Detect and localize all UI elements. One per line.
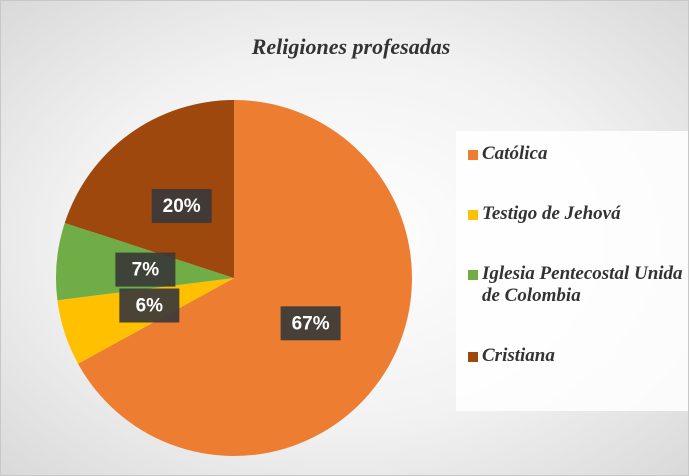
pie-slice	[78, 100, 413, 456]
data-label-box	[115, 252, 176, 287]
legend-item: Cristiana	[468, 345, 684, 367]
legend-label: Católica	[482, 143, 548, 164]
pie-slice	[64, 100, 234, 278]
legend-label: Iglesia Pentecostal Unida de Colombia	[482, 263, 683, 306]
legend-swatch	[468, 150, 478, 160]
legend-label: Cristiana	[482, 345, 555, 366]
legend-swatch	[468, 210, 478, 220]
data-label: 67%	[292, 313, 330, 334]
legend-swatch	[468, 270, 478, 280]
data-label-box	[119, 288, 180, 323]
legend: Católica Testigo de Jehová Iglesia Penteco…	[456, 131, 688, 411]
legend-item: Testigo de Jehová	[468, 203, 684, 225]
data-label: 7%	[132, 260, 160, 281]
legend-item: Católica	[468, 143, 684, 165]
data-label-box	[151, 188, 212, 223]
data-label-box	[280, 306, 341, 341]
legend-item: Iglesia Pentecostal Unida de Colombia	[468, 263, 684, 307]
chart-title: Religiones profesadas	[251, 34, 451, 59]
data-label: 20%	[163, 196, 201, 217]
legend-label: Testigo de Jehová	[482, 203, 621, 224]
legend-swatch	[468, 352, 478, 362]
data-label: 6%	[136, 296, 164, 317]
